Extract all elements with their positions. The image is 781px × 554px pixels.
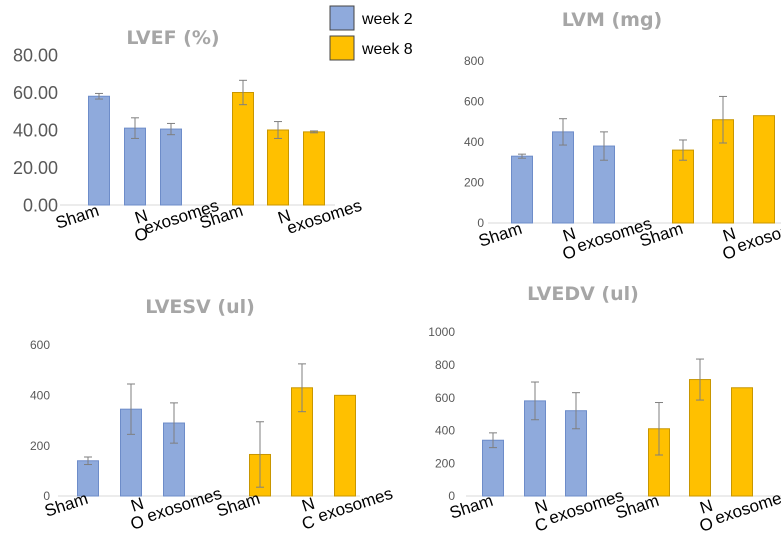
chart-title: LVEF (%) bbox=[126, 27, 219, 49]
y-tick-label: 0 bbox=[448, 489, 455, 503]
y-tick-label: 1000 bbox=[428, 325, 455, 339]
legend-label-week2: week 2 bbox=[361, 11, 413, 28]
y-tick-label: 40.00 bbox=[13, 120, 58, 140]
category-label: N bbox=[276, 206, 294, 228]
y-tick-label: 800 bbox=[435, 358, 455, 372]
bar bbox=[552, 131, 574, 224]
y-tick-label: 0.00 bbox=[23, 195, 58, 215]
category-label: N bbox=[561, 224, 579, 246]
y-tick-label: 80.00 bbox=[13, 45, 58, 65]
category-label-overlap: O bbox=[697, 514, 715, 536]
y-tick-label: 200 bbox=[30, 439, 50, 453]
bar bbox=[267, 129, 289, 206]
category-label: N bbox=[133, 206, 151, 228]
y-tick-label: 400 bbox=[464, 135, 484, 149]
bar bbox=[731, 387, 753, 497]
bar bbox=[482, 439, 504, 497]
y-tick-label: 0 bbox=[43, 489, 50, 503]
category-label-overlap: C bbox=[300, 512, 318, 534]
category-label-overlap: O bbox=[560, 242, 578, 264]
legend: week 2 week 8 bbox=[329, 5, 413, 61]
category-label: N bbox=[698, 496, 716, 518]
bar bbox=[672, 149, 694, 224]
bar bbox=[88, 95, 110, 206]
y-tick-label: 200 bbox=[464, 176, 484, 190]
y-tick-label: 600 bbox=[435, 391, 455, 405]
y-tick-label: 60.00 bbox=[13, 83, 58, 103]
bar bbox=[303, 131, 325, 206]
category-label: N bbox=[533, 496, 551, 518]
y-tick-label: 600 bbox=[464, 95, 484, 109]
bar bbox=[232, 92, 254, 206]
y-tick-label: 800 bbox=[464, 54, 484, 68]
category-label: N bbox=[300, 494, 318, 516]
bar bbox=[124, 127, 146, 206]
legend-label-week8: week 8 bbox=[361, 41, 413, 58]
bar bbox=[334, 394, 356, 497]
category-label-overlap: O bbox=[128, 512, 146, 534]
category-label: Sham bbox=[53, 201, 101, 233]
category-label-overlap: C bbox=[533, 514, 551, 536]
category-label: Sham bbox=[214, 489, 262, 521]
y-tick-label: 0 bbox=[477, 216, 484, 230]
chart-title: LVESV (ul) bbox=[145, 296, 255, 318]
bar bbox=[753, 115, 775, 224]
category-label: N bbox=[721, 224, 739, 246]
y-tick-label: 400 bbox=[30, 389, 50, 403]
bar bbox=[160, 128, 182, 206]
bar bbox=[511, 155, 533, 224]
chart-title: LVEDV (ul) bbox=[527, 283, 639, 305]
y-tick-label: 400 bbox=[435, 424, 455, 438]
y-tick-label: 20.00 bbox=[13, 158, 58, 178]
category-label-overlap: O bbox=[720, 242, 738, 264]
legend-swatch-week2 bbox=[329, 5, 355, 31]
chart-title: LVM (mg) bbox=[562, 9, 662, 31]
category-label: N bbox=[129, 494, 147, 516]
y-tick-label: 600 bbox=[30, 338, 50, 352]
category-label-overlap: O bbox=[132, 224, 150, 246]
y-tick-label: 200 bbox=[435, 456, 455, 470]
legend-swatch-week8 bbox=[329, 35, 355, 61]
